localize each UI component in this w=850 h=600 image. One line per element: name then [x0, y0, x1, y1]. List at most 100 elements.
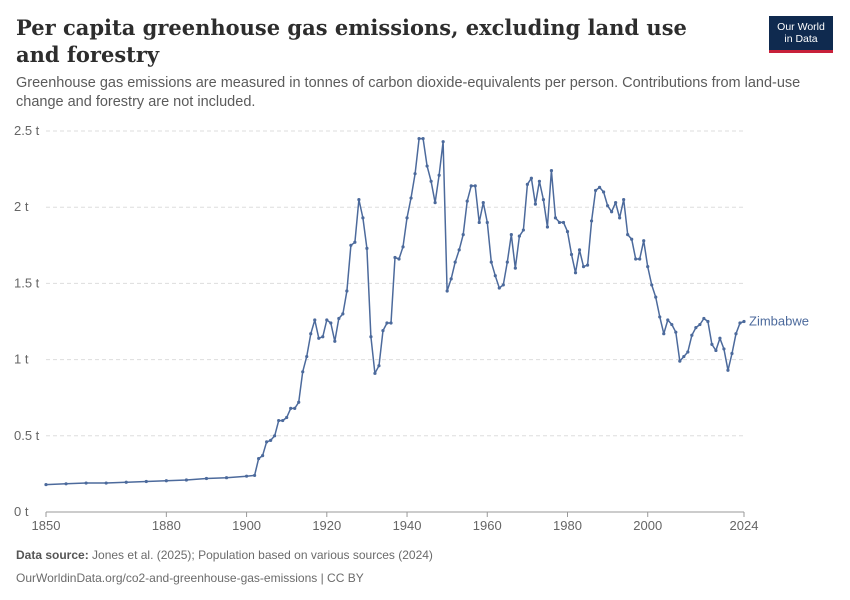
data-point[interactable] — [285, 415, 289, 420]
data-point[interactable] — [477, 220, 481, 225]
data-point[interactable] — [658, 315, 662, 319]
data-point[interactable] — [164, 479, 168, 483]
data-point[interactable] — [289, 406, 293, 410]
data-point[interactable] — [409, 196, 413, 200]
data-point[interactable] — [453, 260, 457, 264]
data-point[interactable] — [273, 434, 277, 438]
data-point[interactable] — [606, 204, 610, 208]
data-point[interactable] — [601, 190, 606, 194]
data-point[interactable] — [670, 322, 674, 327]
data-point[interactable] — [381, 329, 385, 333]
data-point[interactable] — [84, 481, 88, 485]
data-point[interactable] — [686, 350, 690, 354]
data-point[interactable] — [301, 370, 305, 374]
data-point[interactable] — [694, 325, 698, 330]
data-point[interactable] — [345, 289, 349, 293]
data-point[interactable] — [317, 336, 321, 340]
data-point[interactable] — [321, 335, 325, 339]
data-point[interactable] — [642, 239, 646, 243]
data-point[interactable] — [690, 333, 694, 337]
data-point[interactable] — [333, 339, 337, 343]
data-point[interactable] — [104, 481, 108, 485]
data-point[interactable] — [473, 184, 477, 188]
data-point[interactable] — [714, 348, 718, 353]
data-point[interactable] — [369, 335, 373, 339]
data-point[interactable] — [313, 318, 317, 322]
data-point[interactable] — [385, 321, 389, 325]
data-point[interactable] — [44, 482, 48, 487]
data-point[interactable] — [618, 216, 622, 220]
data-point[interactable] — [529, 176, 533, 180]
data-point[interactable] — [614, 201, 618, 205]
data-point[interactable] — [505, 260, 509, 264]
data-point[interactable] — [674, 330, 678, 334]
source-url[interactable]: OurWorldinData.org/co2-and-greenhouse-ga… — [16, 571, 364, 585]
data-point[interactable] — [481, 201, 485, 205]
data-point[interactable] — [413, 172, 417, 176]
data-point[interactable] — [433, 201, 437, 205]
data-point[interactable] — [357, 197, 361, 202]
data-point[interactable] — [662, 332, 666, 336]
data-point[interactable] — [593, 188, 598, 193]
data-point[interactable] — [654, 295, 658, 299]
data-point[interactable] — [557, 220, 562, 225]
data-point[interactable] — [265, 440, 269, 444]
data-point[interactable] — [742, 319, 746, 324]
data-point[interactable] — [589, 219, 594, 223]
data-point[interactable] — [533, 202, 538, 206]
data-point[interactable] — [682, 354, 686, 359]
data-point[interactable] — [204, 476, 209, 481]
data-point[interactable] — [710, 342, 714, 346]
data-point[interactable] — [465, 199, 469, 203]
data-point[interactable] — [726, 368, 730, 372]
data-point[interactable] — [545, 225, 550, 229]
data-point[interactable] — [337, 316, 341, 321]
data-point[interactable] — [730, 351, 734, 356]
data-point[interactable] — [325, 318, 329, 322]
data-point[interactable] — [577, 248, 582, 252]
data-point[interactable] — [734, 332, 738, 336]
data-point[interactable] — [489, 260, 493, 264]
data-point[interactable] — [261, 454, 265, 458]
data-point[interactable] — [252, 473, 257, 478]
data-point[interactable] — [353, 240, 357, 244]
data-point[interactable] — [457, 248, 461, 252]
data-point[interactable] — [501, 283, 505, 287]
data-point[interactable] — [461, 233, 465, 237]
data-point[interactable] — [425, 164, 429, 168]
data-point[interactable] — [678, 359, 682, 363]
data-point[interactable] — [124, 480, 128, 484]
data-point[interactable] — [293, 406, 297, 410]
data-point[interactable] — [517, 234, 521, 238]
data-point[interactable] — [405, 216, 409, 220]
data-point[interactable] — [373, 371, 377, 375]
data-point[interactable] — [610, 210, 614, 214]
data-point[interactable] — [569, 252, 574, 257]
data-point[interactable] — [269, 438, 273, 442]
data-point[interactable] — [184, 478, 189, 482]
data-point[interactable] — [224, 476, 229, 480]
data-point[interactable] — [537, 179, 542, 183]
data-point[interactable] — [445, 289, 449, 293]
data-point[interactable] — [722, 347, 726, 351]
data-point[interactable] — [377, 364, 381, 368]
data-point[interactable] — [497, 286, 501, 290]
data-point[interactable] — [469, 184, 473, 188]
data-point[interactable] — [341, 312, 345, 316]
data-point[interactable] — [513, 266, 517, 270]
data-point[interactable] — [718, 336, 722, 340]
data-point[interactable] — [389, 321, 393, 325]
data-point[interactable] — [738, 321, 742, 325]
data-point[interactable] — [702, 316, 706, 321]
data-point[interactable] — [553, 216, 558, 220]
data-point[interactable] — [329, 321, 333, 325]
data-point[interactable] — [393, 255, 397, 260]
data-point[interactable] — [421, 137, 425, 141]
data-point[interactable] — [573, 271, 578, 275]
data-point[interactable] — [541, 197, 546, 202]
data-point[interactable] — [549, 169, 554, 173]
data-point[interactable] — [309, 332, 313, 336]
data-point[interactable] — [281, 418, 285, 423]
data-point[interactable] — [277, 418, 281, 423]
data-point[interactable] — [581, 265, 586, 269]
